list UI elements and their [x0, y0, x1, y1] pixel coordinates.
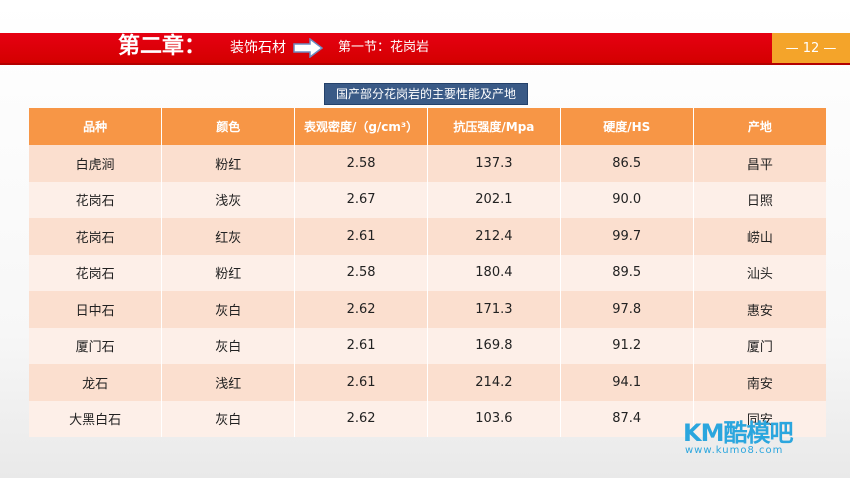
table-cell: 2.58 [294, 254, 428, 291]
column-header: 颜色 [161, 108, 296, 145]
table-cell: 180.4 [427, 254, 561, 291]
header-bar [0, 33, 772, 63]
table-row: 花岗石 粉红 2.58 180.4 89.5 汕头 [29, 254, 826, 291]
table-cell: 南安 [693, 364, 826, 401]
table-cell: 87.4 [560, 400, 694, 437]
table-row: 花岗石 浅灰 2.67 202.1 90.0 日照 [29, 181, 826, 218]
table-cell: 2.61 [294, 364, 428, 401]
table-cell: 灰白 [161, 291, 296, 328]
table-cell: 97.8 [560, 291, 694, 328]
table-cell: 粉红 [161, 145, 296, 182]
column-header: 抗压强度/Mpa [427, 108, 561, 145]
watermark: KM酷模吧 www.kumo8.com [683, 413, 803, 463]
table-cell: 86.5 [560, 145, 694, 182]
table-cell: 169.8 [427, 327, 561, 364]
chapter-title: 第二章： [118, 34, 207, 59]
table-cell: 90.0 [560, 181, 694, 218]
table-cell: 灰白 [161, 327, 296, 364]
table-cell: 龙石 [29, 364, 163, 401]
subject-title: 装饰石材 [230, 40, 286, 56]
table-cell: 214.2 [427, 364, 561, 401]
table-header-row: 品种 颜色 表观密度/（g/cm³） 抗压强度/Mpa 硬度/HS 产地 [29, 108, 826, 145]
watermark-logo: KM酷模吧 [683, 419, 793, 447]
table-cell: 花岗石 [29, 254, 163, 291]
table-cell: 灰白 [161, 400, 296, 437]
table-cell: 厦门石 [29, 327, 163, 364]
table-cell: 浅灰 [161, 181, 296, 218]
granite-properties-table: 品种 颜色 表观密度/（g/cm³） 抗压强度/Mpa 硬度/HS 产地 白虎涧… [29, 108, 826, 437]
table-cell: 89.5 [560, 254, 694, 291]
section-title: 第一节：花岗岩 [338, 40, 430, 55]
table-cell: 202.1 [427, 181, 561, 218]
table-cell: 2.62 [294, 291, 428, 328]
table-cell: 日照 [693, 181, 826, 218]
table-cell: 2.58 [294, 145, 428, 182]
table-cell: 崂山 [693, 218, 826, 255]
table-cell: 厦门 [693, 327, 826, 364]
table-cell: 99.7 [560, 218, 694, 255]
table-row: 厦门石 灰白 2.61 169.8 91.2 厦门 [29, 327, 826, 364]
table-cell: 白虎涧 [29, 145, 163, 182]
table-cell: 同安 [693, 400, 826, 437]
table-row: 白虎涧 粉红 2.58 137.3 86.5 昌平 [29, 145, 826, 182]
table-cell: 212.4 [427, 218, 561, 255]
watermark-url: www.kumo8.com [685, 445, 784, 456]
table-cell: 昌平 [693, 145, 826, 182]
table-cell: 惠安 [693, 291, 826, 328]
table-cell: 94.1 [560, 364, 694, 401]
table-cell: 花岗石 [29, 181, 163, 218]
table-cell: 2.61 [294, 327, 428, 364]
column-header: 表观密度/（g/cm³） [294, 108, 428, 145]
table-cell: 2.62 [294, 400, 428, 437]
column-header: 品种 [29, 108, 163, 145]
table-cell: 91.2 [560, 327, 694, 364]
table-row: 龙石 浅红 2.61 214.2 94.1 南安 [29, 364, 826, 401]
table-cell: 103.6 [427, 400, 561, 437]
table-cell: 171.3 [427, 291, 561, 328]
table-row: 日中石 灰白 2.62 171.3 97.8 惠安 [29, 291, 826, 328]
table-row: 花岗石 红灰 2.61 212.4 99.7 崂山 [29, 218, 826, 255]
table-cell: 大黑白石 [29, 400, 163, 437]
table-cell: 浅红 [161, 364, 296, 401]
table-cell: 2.67 [294, 181, 428, 218]
page-number: — 12 — [772, 33, 850, 63]
table-cell: 花岗石 [29, 218, 163, 255]
table-cell: 汕头 [693, 254, 826, 291]
table-row: 大黑白石 灰白 2.62 103.6 87.4 同安 [29, 400, 826, 437]
table-caption: 国产部分花岗岩的主要性能及产地 [324, 83, 528, 105]
column-header: 产地 [693, 108, 826, 145]
table-cell: 粉红 [161, 254, 296, 291]
arrow-right-icon [293, 38, 323, 58]
column-header: 硬度/HS [560, 108, 694, 145]
table-cell: 红灰 [161, 218, 296, 255]
table-cell: 137.3 [427, 145, 561, 182]
header-divider [0, 63, 850, 65]
table-cell: 日中石 [29, 291, 163, 328]
table-cell: 2.61 [294, 218, 428, 255]
